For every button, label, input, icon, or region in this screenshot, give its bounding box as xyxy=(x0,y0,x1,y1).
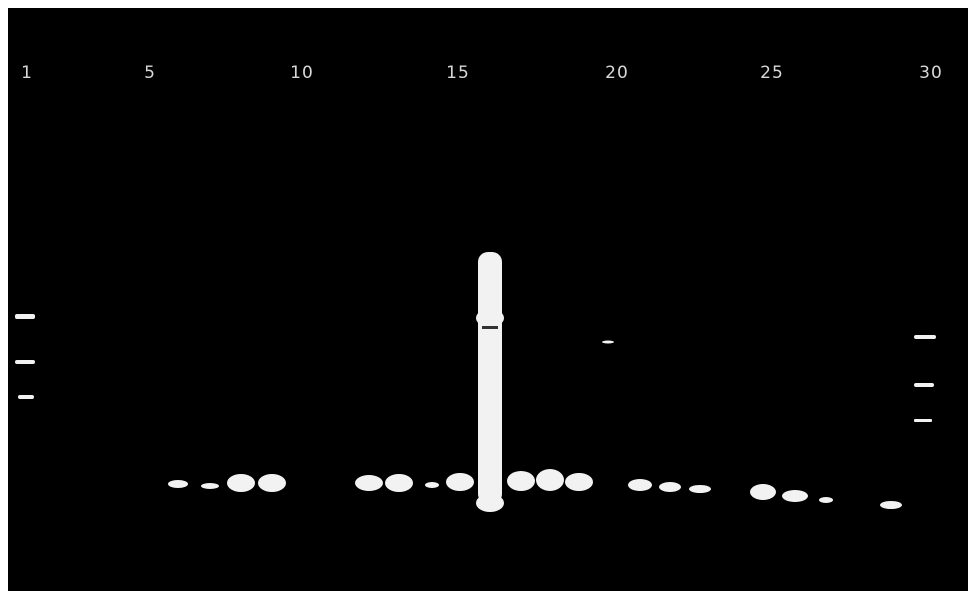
lane-label: 30 xyxy=(919,63,943,83)
band xyxy=(227,474,255,492)
gel-image: 1 5 10 15 20 25 30 xyxy=(0,0,968,591)
band xyxy=(476,494,504,512)
ladder-band xyxy=(914,383,934,387)
ladder-band xyxy=(15,360,35,364)
band xyxy=(425,482,439,488)
lane-label: 25 xyxy=(760,63,784,83)
artifact xyxy=(602,341,614,344)
band xyxy=(201,483,219,489)
band xyxy=(782,490,808,502)
ladder-band xyxy=(914,419,932,422)
band xyxy=(659,482,681,492)
band xyxy=(258,474,286,492)
band xyxy=(565,473,593,491)
lane-label: 15 xyxy=(446,63,470,83)
band xyxy=(689,485,711,493)
band-gap xyxy=(482,326,498,329)
lane-label: 10 xyxy=(290,63,314,83)
band xyxy=(476,309,504,327)
ladder-band xyxy=(914,335,936,339)
band xyxy=(880,501,902,509)
band xyxy=(355,475,383,491)
lane-label: 5 xyxy=(144,63,156,83)
band xyxy=(168,480,188,488)
band xyxy=(628,479,652,491)
lane-label: 1 xyxy=(21,63,33,83)
band xyxy=(385,474,413,492)
band xyxy=(507,471,535,491)
page: 1 5 10 15 20 25 30 (() => { const data =… xyxy=(0,0,968,591)
smear xyxy=(478,252,502,504)
ladder-band xyxy=(15,314,35,319)
band xyxy=(819,497,833,503)
band xyxy=(446,473,474,491)
band xyxy=(536,469,564,491)
band xyxy=(750,484,776,500)
ladder-band xyxy=(18,395,34,399)
lane-label: 20 xyxy=(605,63,629,83)
